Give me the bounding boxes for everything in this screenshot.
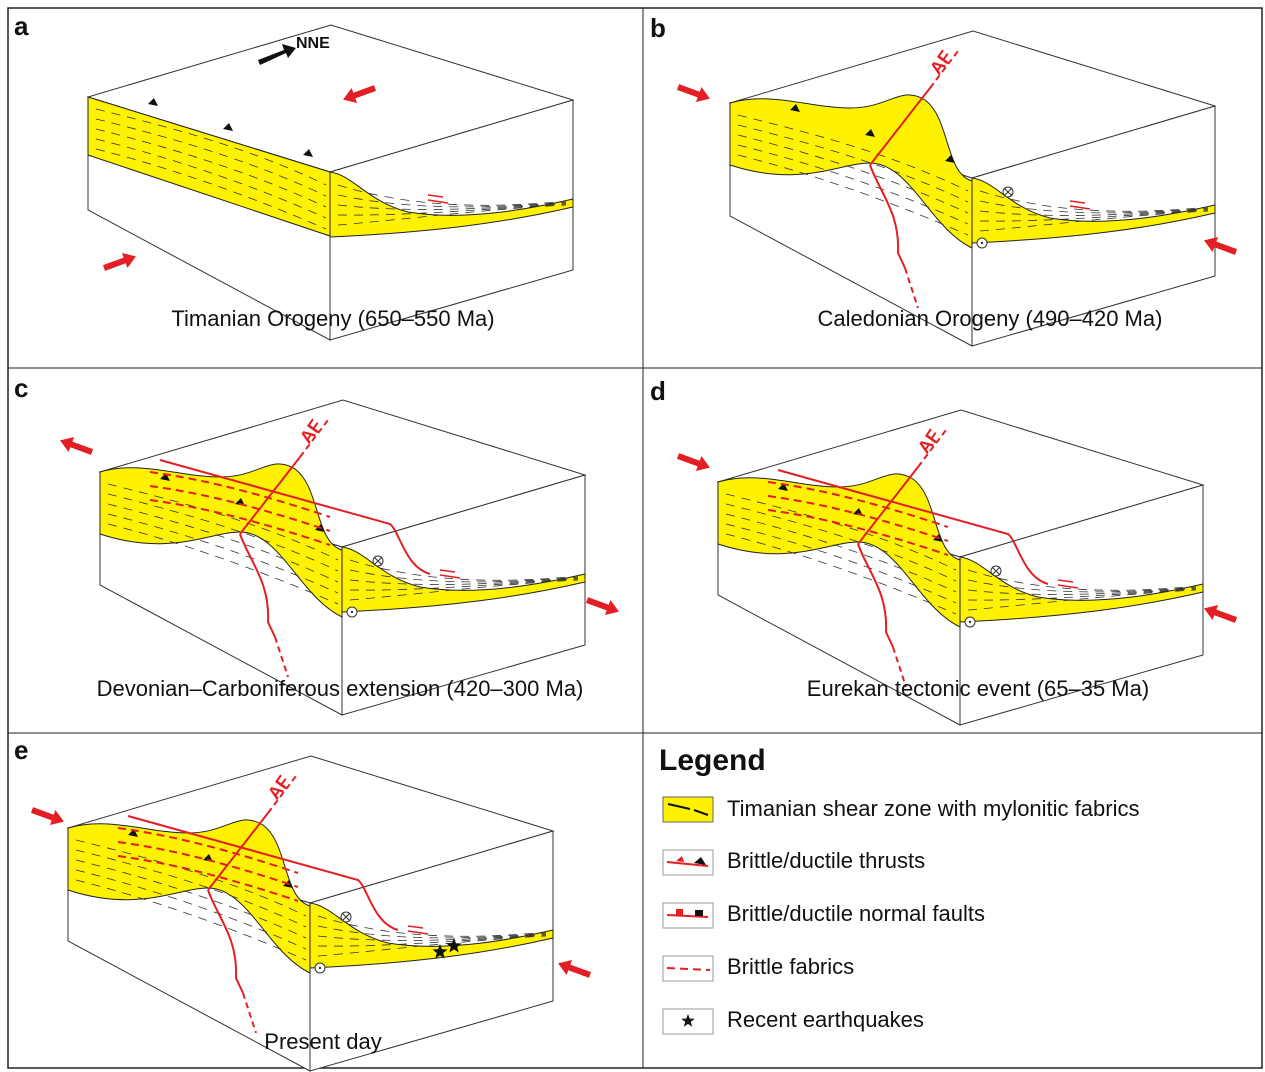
panel-letter: e	[14, 735, 28, 765]
panel-letter: b	[650, 13, 666, 43]
strike-symbol	[969, 621, 971, 623]
strike-symbol	[981, 242, 983, 244]
panel-letter: d	[650, 376, 666, 406]
legend-swatch	[676, 909, 683, 915]
panel-letter: a	[14, 11, 29, 41]
stress-arrow	[675, 448, 712, 475]
caption: Present day	[264, 1029, 381, 1054]
block-diagram: AF	[730, 31, 1215, 346]
stress-arrow	[57, 433, 94, 460]
caption: Eurekan tectonic event (65–35 Ma)	[807, 676, 1149, 701]
stress-arrow	[675, 79, 712, 106]
legend-label: Brittle fabrics	[727, 954, 854, 979]
stress-arrow	[584, 592, 621, 619]
stress-arrow	[555, 956, 592, 983]
legend-label: Brittle/ductile thrusts	[727, 848, 925, 873]
strike-symbol	[351, 611, 353, 613]
legend-swatch	[695, 910, 703, 916]
block-diagram: AF	[100, 400, 585, 715]
stress-arrow	[101, 249, 138, 276]
caption: Caledonian Orogeny (490–420 Ma)	[818, 306, 1163, 331]
caption: Timanian Orogeny (650–550 Ma)	[171, 306, 494, 331]
figure: AFAFAFAF a b c d e Timanian Orogeny (650…	[0, 0, 1265, 1072]
legend-label: Timanian shear zone with mylonitic fabri…	[727, 796, 1139, 821]
stress-arrow	[29, 802, 66, 829]
direction-label: NNE	[296, 35, 330, 52]
page: AFAFAFAF a b c d e Timanian Orogeny (650…	[0, 0, 1265, 1072]
block-diagram	[88, 25, 573, 340]
legend-label: Brittle/ductile normal faults	[727, 901, 985, 926]
legend-label: Recent earthquakes	[727, 1007, 924, 1032]
legend-title: Legend	[659, 744, 766, 777]
caption: Devonian–Carboniferous extension (420–30…	[97, 676, 584, 701]
stress-arrow	[1201, 601, 1238, 628]
strike-symbol	[319, 967, 321, 969]
block-diagram: AF	[68, 756, 553, 1071]
panel-letter: c	[14, 373, 28, 403]
legend-swatches	[663, 797, 713, 1034]
